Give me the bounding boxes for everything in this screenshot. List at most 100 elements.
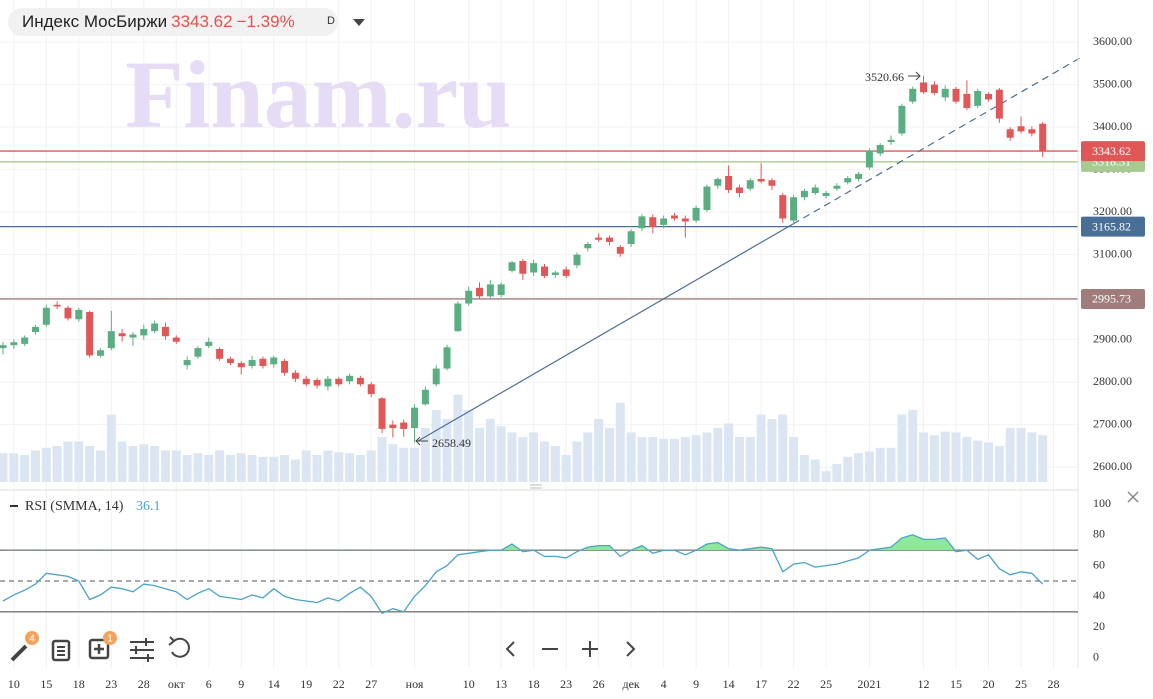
volume-bar xyxy=(529,432,539,482)
zoom-in[interactable] xyxy=(582,641,598,657)
candle-body xyxy=(1028,129,1036,134)
candle-body xyxy=(779,195,787,219)
rsi-pane: 0 20 40 60 80 100 xyxy=(0,496,1111,664)
y-tick-label: 2800.00 xyxy=(1093,374,1132,388)
candle-body xyxy=(421,389,429,405)
volume-bar xyxy=(756,414,766,482)
volume-bar xyxy=(41,447,51,482)
add-indicator[interactable] xyxy=(88,638,110,660)
volume-bar xyxy=(778,414,788,482)
interval[interactable]: D xyxy=(327,15,335,27)
level-label-bg xyxy=(1081,141,1145,162)
list-tool[interactable] xyxy=(51,639,71,662)
volume-bar xyxy=(572,441,582,482)
volume-bar xyxy=(160,450,170,482)
candle-body xyxy=(920,82,928,93)
volume-bar xyxy=(875,447,885,482)
volume-bar xyxy=(171,450,181,482)
rsi-title: RSI (SMMA, 14) xyxy=(25,499,124,514)
candle-body xyxy=(974,90,982,106)
volume-bar xyxy=(615,402,625,482)
undo[interactable] xyxy=(168,636,190,658)
volume-bar xyxy=(485,419,495,482)
x-tick-label: 25 xyxy=(820,677,832,691)
candle-body xyxy=(389,424,397,429)
volume-bar xyxy=(734,437,744,482)
badge-count: 1 xyxy=(107,634,113,645)
volume-bar xyxy=(258,456,268,482)
volume-bar xyxy=(669,438,679,482)
candle-body xyxy=(616,246,624,254)
candle-body xyxy=(270,357,278,365)
volume-bar xyxy=(507,432,517,482)
x-tick-label: 25 xyxy=(1015,677,1027,691)
trend-line xyxy=(417,223,794,442)
volume-bar xyxy=(691,435,701,482)
rsi-value: 36.1 xyxy=(136,499,161,514)
volume-bar xyxy=(9,453,19,482)
volume-bar xyxy=(637,437,647,482)
x-tick-label: ноя xyxy=(406,677,424,691)
candle-body xyxy=(248,360,256,366)
candle-body xyxy=(411,407,419,429)
watermark: Finam.ru xyxy=(125,41,512,148)
volume-bar xyxy=(399,447,409,482)
x-tick-label: 2021 xyxy=(857,677,881,691)
candle-body xyxy=(497,284,505,296)
price-change: −1.39% xyxy=(236,12,295,31)
volume-bar xyxy=(724,423,734,482)
candle-body xyxy=(96,350,104,356)
volume-bar xyxy=(290,459,300,482)
x-tick-label: 17 xyxy=(755,677,767,691)
volume-bar xyxy=(821,471,831,482)
symbol-header[interactable]: Индекс МосБиржи 3343.62 −1.39% xyxy=(8,8,338,36)
high-annotation: 3520.66 xyxy=(865,70,904,84)
settings[interactable] xyxy=(130,638,154,662)
x-tick-label: окт xyxy=(168,677,186,691)
candle-body xyxy=(584,244,592,249)
x-tick-label: 12 xyxy=(918,677,930,691)
candle-body xyxy=(443,347,451,369)
y-tick-label: 2900.00 xyxy=(1093,331,1132,345)
scroll-left[interactable] xyxy=(505,641,515,657)
arrow xyxy=(908,71,921,81)
x-tick-label: 14 xyxy=(723,677,735,691)
x-tick-label: 27 xyxy=(365,677,377,691)
close-pane[interactable] xyxy=(1127,491,1139,503)
level-label: 2995.73 xyxy=(1092,292,1131,306)
volume-bar xyxy=(117,441,127,482)
candle-body xyxy=(800,190,808,198)
volume-bar xyxy=(908,410,918,482)
volume-bar xyxy=(854,453,864,482)
candle-body xyxy=(432,368,440,385)
candle-body xyxy=(313,380,321,386)
draw-tool[interactable] xyxy=(10,644,28,662)
x-tick-label: 9 xyxy=(693,677,699,691)
last-price: 3343.62 xyxy=(171,12,233,31)
scroll-right[interactable] xyxy=(626,641,636,657)
volume-bar xyxy=(312,455,322,482)
x-tick-label: 22 xyxy=(788,677,800,691)
volume-bar xyxy=(518,437,528,482)
volume-bar xyxy=(1016,428,1026,482)
candle-body xyxy=(1039,123,1047,152)
candle-body xyxy=(670,215,678,219)
volume-bar xyxy=(236,453,246,482)
volume-bar xyxy=(594,419,604,482)
volume-bar xyxy=(74,441,84,482)
volume-bar xyxy=(810,459,820,482)
candle-body xyxy=(53,304,61,307)
candle-body xyxy=(42,307,50,325)
candle-body xyxy=(226,358,234,364)
add-plus xyxy=(94,644,104,654)
dropdown[interactable] xyxy=(352,18,366,28)
candle-body xyxy=(31,326,39,332)
volume-bar xyxy=(388,444,398,482)
volume-bar xyxy=(420,428,430,482)
volume-bar xyxy=(247,455,257,482)
candle-body xyxy=(346,375,354,382)
volume-bar xyxy=(929,435,939,482)
volume-bar xyxy=(334,452,344,482)
candle-body xyxy=(259,358,267,366)
